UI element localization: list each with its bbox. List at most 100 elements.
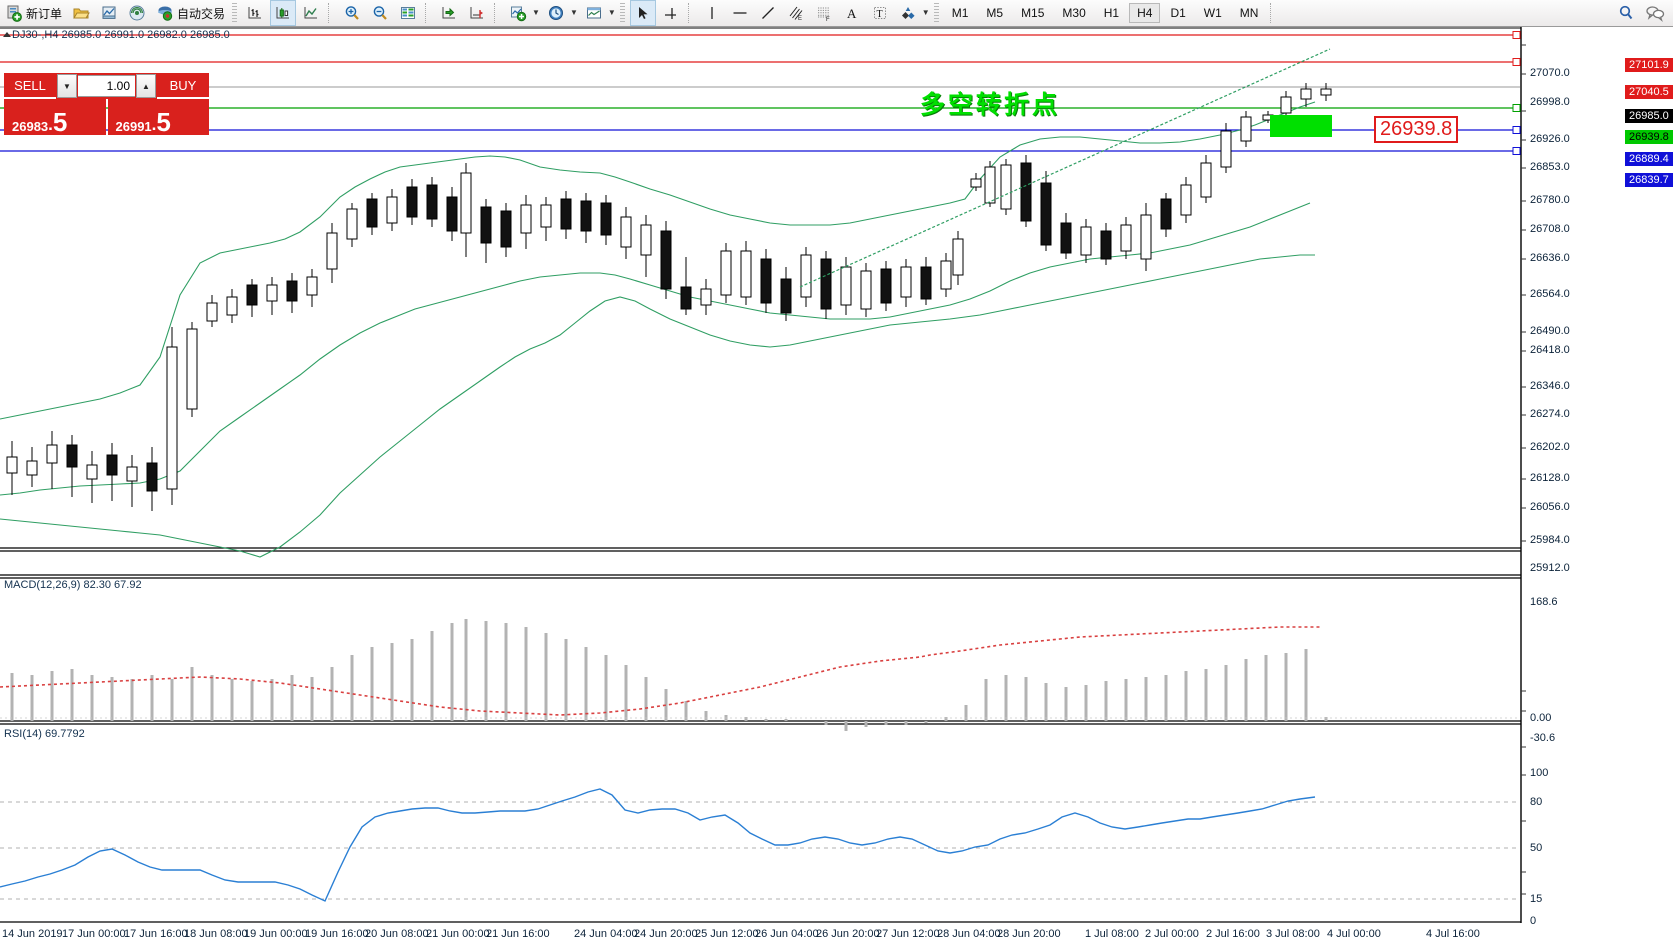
equidistant-channel-button[interactable]: E bbox=[783, 0, 809, 26]
fibonacci-button[interactable]: F bbox=[811, 0, 837, 26]
chat-icon[interactable] bbox=[1645, 4, 1665, 22]
svg-text:T: T bbox=[876, 9, 882, 20]
shapes-button[interactable] bbox=[895, 0, 921, 26]
auto-scroll-button[interactable] bbox=[436, 0, 462, 26]
price-tag-resistance-1: 27101.9 bbox=[1625, 58, 1673, 72]
bb-middle bbox=[0, 202, 1311, 496]
crosshair-button[interactable] bbox=[658, 0, 684, 26]
text-icon: A bbox=[843, 4, 861, 22]
toolbar-grip-2[interactable] bbox=[619, 3, 625, 23]
chart-minimize-icon[interactable] bbox=[2, 30, 11, 39]
time-axis-label: 28 Jun 04:00 bbox=[937, 928, 1001, 940]
volume-control[interactable]: ▼ 1.00 ▲ bbox=[56, 73, 157, 99]
auto-scroll-icon bbox=[440, 4, 458, 22]
time-axis-label: 26 Jun 20:00 bbox=[816, 928, 880, 940]
line-chart-icon bbox=[302, 4, 320, 22]
toolbar-separator-5 bbox=[1270, 3, 1277, 23]
timeframe-m1[interactable]: M1 bbox=[951, 6, 969, 20]
timeframe-m5[interactable]: M5 bbox=[986, 6, 1004, 20]
time-axis-label: 19 Jun 16:00 bbox=[305, 928, 369, 940]
price-axis-label: 26636.0 bbox=[1530, 252, 1570, 264]
chart-canvas[interactable]: DJ30-,H4 26985.0 26991.0 26982.0 26985.0… bbox=[0, 27, 1673, 949]
time-axis-label: 1 Jul 08:00 bbox=[1085, 928, 1139, 940]
time-axis-label: 2 Jul 16:00 bbox=[1206, 928, 1260, 940]
toolbar-grip[interactable] bbox=[232, 3, 238, 23]
period-button[interactable] bbox=[543, 0, 569, 26]
add-indicator-button[interactable] bbox=[505, 0, 531, 26]
search-icon[interactable] bbox=[1617, 4, 1635, 22]
price-axis-label: 26056.0 bbox=[1530, 501, 1570, 513]
text-label-button[interactable]: T bbox=[867, 0, 893, 26]
new-order-icon bbox=[5, 4, 23, 22]
time-axis-label: 18 Jun 08:00 bbox=[184, 928, 248, 940]
timeframe-d1[interactable]: D1 bbox=[1170, 6, 1186, 20]
time-axis-label: 2 Jul 00:00 bbox=[1145, 928, 1199, 940]
vertical-line-button[interactable] bbox=[699, 0, 725, 26]
time-axis-label: 14 Jun 2019 bbox=[2, 928, 63, 940]
horizontal-line-button[interactable] bbox=[727, 0, 753, 26]
period-dropdown-caret-icon[interactable]: ▼ bbox=[569, 8, 578, 17]
volume-input[interactable]: 1.00 bbox=[78, 75, 135, 97]
time-axis-label: 27 Jun 12:00 bbox=[876, 928, 940, 940]
buy-price-display[interactable]: 26991 . 5 bbox=[107, 99, 209, 135]
trendline-button[interactable] bbox=[755, 0, 781, 26]
profiles-button[interactable] bbox=[68, 0, 94, 26]
price-axis-label: 26780.0 bbox=[1530, 194, 1570, 206]
shapes-dropdown-caret-icon[interactable]: ▼ bbox=[921, 8, 930, 17]
new-order-button[interactable]: 新订单 bbox=[1, 0, 66, 26]
timeframe-m30[interactable]: M30 bbox=[1062, 6, 1086, 20]
cursor-button[interactable] bbox=[629, 0, 656, 26]
candlestick-chart-button[interactable] bbox=[270, 0, 297, 26]
volume-increment-button[interactable]: ▲ bbox=[136, 74, 156, 98]
buy-price-integer: 26991 bbox=[115, 119, 152, 134]
chart-shift-button[interactable] bbox=[464, 0, 490, 26]
price-axis-label: 26202.0 bbox=[1530, 441, 1570, 453]
text-button[interactable]: A bbox=[839, 0, 865, 26]
folder-icon bbox=[72, 4, 90, 22]
toolbar-separator-4 bbox=[687, 3, 695, 23]
indicator-dropdown-caret-icon[interactable]: ▼ bbox=[532, 8, 540, 17]
timeframe-mn[interactable]: MN bbox=[1239, 6, 1259, 20]
price-axis-label: 26128.0 bbox=[1530, 472, 1570, 484]
chart-symbol-header: DJ30-,H4 26985.0 26991.0 26982.0 26985.0 bbox=[12, 29, 230, 41]
time-axis-label: 28 Jun 20:00 bbox=[997, 928, 1061, 940]
period-clock-icon bbox=[547, 4, 565, 22]
price-tag-order-level: 26939.8 bbox=[1625, 130, 1673, 144]
bar-chart-button[interactable] bbox=[242, 0, 268, 26]
price-axis-label: 26418.0 bbox=[1530, 344, 1570, 356]
macd-label: MACD(12,26,9) 82.30 67.92 bbox=[4, 579, 142, 591]
sell-button[interactable]: SELL bbox=[4, 73, 56, 99]
market-watch-button[interactable] bbox=[96, 0, 122, 26]
price-axis-label: 26926.0 bbox=[1530, 133, 1570, 145]
zoom-in-button[interactable] bbox=[339, 0, 365, 26]
timeframe-h4[interactable]: H4 bbox=[1129, 3, 1161, 23]
price-axis-label: 26853.0 bbox=[1530, 161, 1570, 173]
fibonacci-icon: F bbox=[815, 4, 833, 23]
price-axis-label: 26708.0 bbox=[1530, 223, 1570, 235]
data-window-button[interactable] bbox=[395, 0, 421, 26]
order-zone-wide bbox=[1270, 117, 1332, 137]
toolbar-grip-3[interactable] bbox=[933, 3, 939, 23]
price-tag-last: 26985.0 bbox=[1625, 109, 1673, 123]
timeframe-m15[interactable]: M15 bbox=[1021, 6, 1045, 20]
templates-dropdown-caret-icon[interactable]: ▼ bbox=[607, 8, 616, 17]
one-click-trading-panel[interactable]: SELL ▼ 1.00 ▲ BUY 26983 . 5 26991 . 5 bbox=[4, 73, 209, 135]
templates-button[interactable] bbox=[581, 0, 607, 26]
time-axis-label: 21 Jun 16:00 bbox=[486, 928, 550, 940]
line-chart-button[interactable] bbox=[298, 0, 324, 26]
timeframe-h1[interactable]: H1 bbox=[1103, 6, 1120, 20]
order-panel-top-row: SELL ▼ 1.00 ▲ BUY bbox=[4, 73, 209, 99]
sell-price-display[interactable]: 26983 . 5 bbox=[4, 99, 106, 135]
sell-price-separator: . bbox=[48, 115, 53, 134]
equidistant-channel-icon: E bbox=[787, 4, 805, 22]
save-profile-icon bbox=[100, 4, 118, 22]
cursor-icon bbox=[634, 4, 652, 22]
timeframe-w1[interactable]: W1 bbox=[1203, 6, 1222, 20]
data-window-icon bbox=[399, 4, 417, 22]
connection-button[interactable] bbox=[124, 0, 150, 26]
time-axis-label: 4 Jul 00:00 bbox=[1327, 928, 1381, 940]
buy-button[interactable]: BUY bbox=[157, 73, 209, 99]
zoom-out-button[interactable] bbox=[367, 0, 393, 26]
autotrade-button[interactable]: 自动交易 bbox=[152, 0, 229, 26]
volume-dropdown-button[interactable]: ▼ bbox=[57, 74, 77, 98]
